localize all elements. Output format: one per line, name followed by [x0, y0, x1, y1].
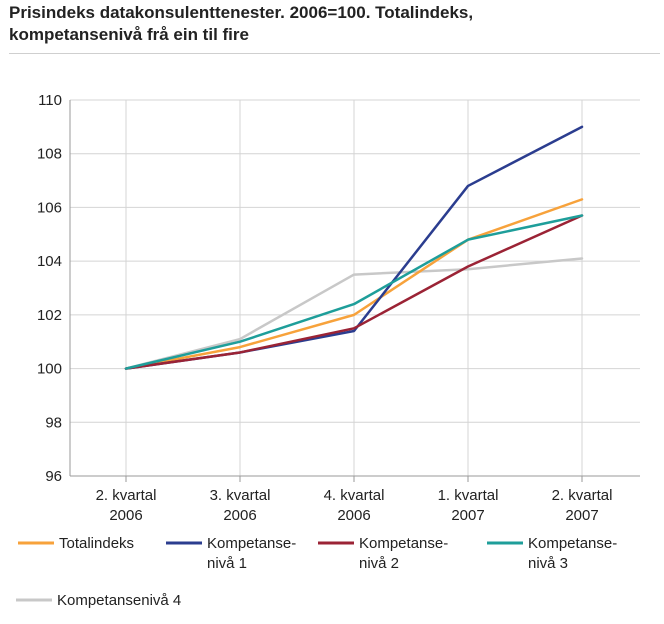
legend-label-line: Kompetanse-	[528, 535, 617, 552]
series-line-3	[124, 214, 584, 370]
series-lines	[124, 125, 584, 370]
x-axis-ticks: 2. kvartal 2006 3. kvartal 2006 4. kvartal 20…	[96, 476, 613, 524]
y-tick-label: 100	[37, 361, 62, 378]
legend: Totalindeks Kompetanse-nivå 1Kompetanse-n…	[16, 535, 617, 609]
legend-label-line: nivå 1	[207, 555, 247, 572]
chart-title: Prisindeks datakonsulenttenester. 2006=1…	[9, 2, 659, 46]
gridlines	[70, 99, 640, 477]
x-tick-label-line: 2. kvartal	[96, 487, 157, 504]
legend-item-2: Kompetanse-nivå 2	[318, 535, 448, 572]
x-tick-label: 3. kvartal 2006	[210, 487, 271, 524]
y-tick-label: 96	[45, 468, 62, 485]
legend-label: Kompetanse-nivå 1	[207, 535, 296, 572]
legend-item-0: Totalindeks	[18, 535, 134, 552]
y-tick-label: 104	[37, 253, 62, 270]
chart-title-line-2: kompetansenivå frå ein til fire	[9, 25, 249, 44]
series-line-2	[124, 214, 584, 370]
legend-label: Kompetanse-nivå 2	[359, 535, 448, 572]
legend-label-line: Kompetanse-	[359, 535, 448, 552]
series-line-4	[124, 257, 584, 370]
legend-label-line: nivå 3	[528, 555, 568, 572]
legend-label-line: Kompetanse-	[207, 535, 296, 552]
x-tick-label-line: 2006	[109, 507, 142, 524]
legend-label: Totalindeks	[59, 535, 134, 552]
legend-label: Kompetanse-nivå 3	[528, 535, 617, 572]
y-tick-label: 108	[37, 146, 62, 163]
x-tick-label: 2. kvartal 2006	[96, 487, 157, 524]
y-tick-label: 110	[38, 92, 62, 109]
axes	[69, 100, 640, 477]
chart-title-line-1: Prisindeks datakonsulenttenester. 2006=1…	[9, 3, 474, 22]
x-tick-label: 2. kvartal 2007	[552, 487, 613, 524]
legend-label-line: nivå 2	[359, 555, 399, 572]
x-tick-label-line: 3. kvartal	[210, 487, 271, 504]
x-tick-label-line: 2006	[337, 507, 370, 524]
legend-item-4: Kompetansenivå 4	[16, 592, 181, 609]
legend-label-line: Kompetansenivå 4	[57, 592, 181, 609]
legend-label: Kompetansenivå 4	[57, 592, 181, 609]
title-divider	[9, 53, 660, 54]
x-tick-label: 1. kvartal 2007	[438, 487, 499, 524]
x-tick-label: 4. kvartal 2006	[324, 487, 385, 524]
x-tick-label-line: 1. kvartal	[438, 487, 499, 504]
legend-item-3: Kompetanse-nivå 3	[487, 535, 617, 572]
legend-label-line: Totalindeks	[59, 535, 134, 552]
y-tick-label: 106	[37, 199, 62, 216]
x-tick-label-line: 2. kvartal	[552, 487, 613, 504]
legend-item-1: Kompetanse-nivå 1	[166, 535, 296, 572]
y-axis-ticks: 96 98 100 102 104 106 108 110	[37, 92, 62, 485]
x-tick-label-line: 4. kvartal	[324, 487, 385, 504]
x-tick-label-line: 2007	[565, 507, 598, 524]
y-tick-label: 102	[37, 307, 62, 324]
series-line-0	[124, 198, 584, 370]
y-tick-label: 98	[45, 414, 62, 431]
x-tick-label-line: 2007	[451, 507, 484, 524]
x-tick-label-line: 2006	[223, 507, 256, 524]
